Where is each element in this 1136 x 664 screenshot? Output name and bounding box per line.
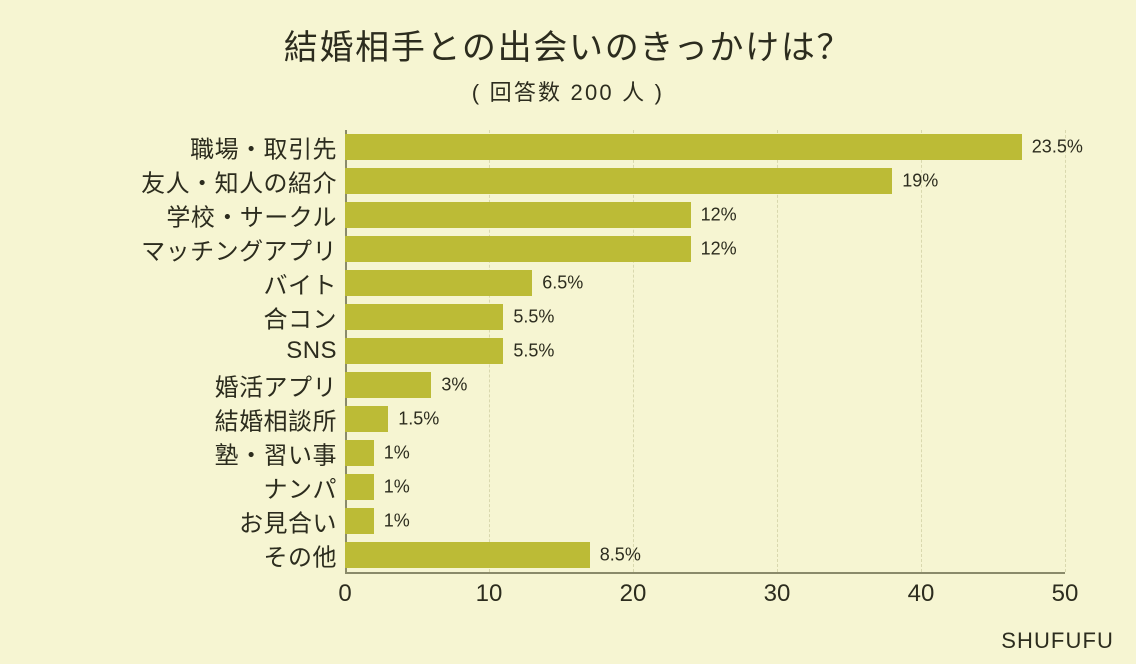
bar (345, 236, 691, 262)
category-label: 職場・取引先 (190, 130, 345, 165)
category-label: 合コン (264, 300, 345, 335)
bar (345, 406, 388, 432)
chart-title: 結婚相手との出会いのきっかけは？ (0, 0, 1136, 69)
bar-row: 合コン5.5% (345, 304, 1065, 330)
bar-value-label: 23.5% (1032, 137, 1083, 158)
category-label: マッチングアプリ (141, 232, 345, 267)
bar-row: 職場・取引先23.5% (345, 134, 1065, 160)
x-tick-label: 50 (1052, 580, 1079, 608)
bar-value-label: 19% (902, 171, 938, 192)
bar-row: バイト6.5% (345, 270, 1065, 296)
category-label: バイト (264, 266, 345, 301)
category-label: 友人・知人の紹介 (141, 164, 345, 199)
category-label: 塾・習い事 (215, 436, 345, 471)
category-label: 学校・サークル (166, 198, 345, 233)
category-label: 結婚相談所 (215, 402, 345, 437)
bar-value-label: 6.5% (542, 273, 583, 294)
category-label: その他 (264, 538, 345, 573)
credit-text: SHUFUFU (1001, 628, 1114, 654)
bar (345, 304, 503, 330)
bar-row: 友人・知人の紹介19% (345, 168, 1065, 194)
bar-row: 結婚相談所1.5% (345, 406, 1065, 432)
x-tick-label: 0 (338, 580, 351, 608)
bar (345, 270, 532, 296)
bar-value-label: 12% (701, 239, 737, 260)
bar-value-label: 1.5% (398, 409, 439, 430)
bar-row: ナンパ1% (345, 474, 1065, 500)
bar (345, 168, 892, 194)
bar-row: お見合い1% (345, 508, 1065, 534)
bar-row: 塾・習い事1% (345, 440, 1065, 466)
chart-area: 職場・取引先23.5% 友人・知人の紹介19% 学校・サークル12% マッチングアプリ… (345, 130, 1065, 580)
bar (345, 202, 691, 228)
x-tick-label: 30 (764, 580, 791, 608)
bar (345, 474, 374, 500)
bar (345, 508, 374, 534)
category-label: SNS (286, 337, 345, 365)
x-tick-label: 40 (908, 580, 935, 608)
x-axis (345, 572, 1065, 574)
bar-value-label: 1% (384, 511, 410, 532)
bar (345, 542, 590, 568)
bar (345, 372, 431, 398)
bar-value-label: 5.5% (513, 307, 554, 328)
x-tick-label: 20 (620, 580, 647, 608)
bar-row: 婚活アプリ3% (345, 372, 1065, 398)
x-tick-label: 10 (476, 580, 503, 608)
bar-row: その他8.5% (345, 542, 1065, 568)
bar (345, 134, 1022, 160)
bar-row: マッチングアプリ12% (345, 236, 1065, 262)
bar-row: 学校・サークル12% (345, 202, 1065, 228)
bar-value-label: 1% (384, 477, 410, 498)
bar-value-label: 3% (441, 375, 467, 396)
category-label: 婚活アプリ (215, 368, 345, 403)
bar-value-label: 12% (701, 205, 737, 226)
bar-value-label: 1% (384, 443, 410, 464)
bar (345, 440, 374, 466)
bar-row: SNS5.5% (345, 338, 1065, 364)
gridline (1065, 130, 1066, 572)
category-label: お見合い (239, 504, 345, 539)
bar (345, 338, 503, 364)
bar-value-label: 5.5% (513, 341, 554, 362)
bar-value-label: 8.5% (600, 545, 641, 566)
chart-subtitle: ( 回答数 200 人 ) (0, 75, 1136, 107)
category-label: ナンパ (264, 470, 345, 505)
